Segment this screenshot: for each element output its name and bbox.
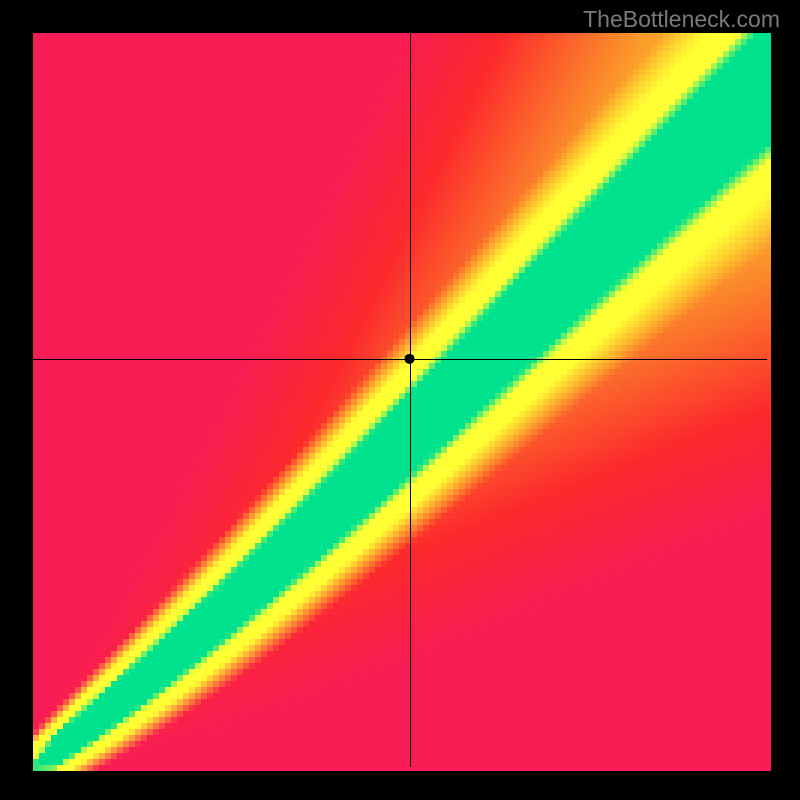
bottleneck-heatmap <box>0 0 800 800</box>
watermark: TheBottleneck.com <box>583 6 780 33</box>
